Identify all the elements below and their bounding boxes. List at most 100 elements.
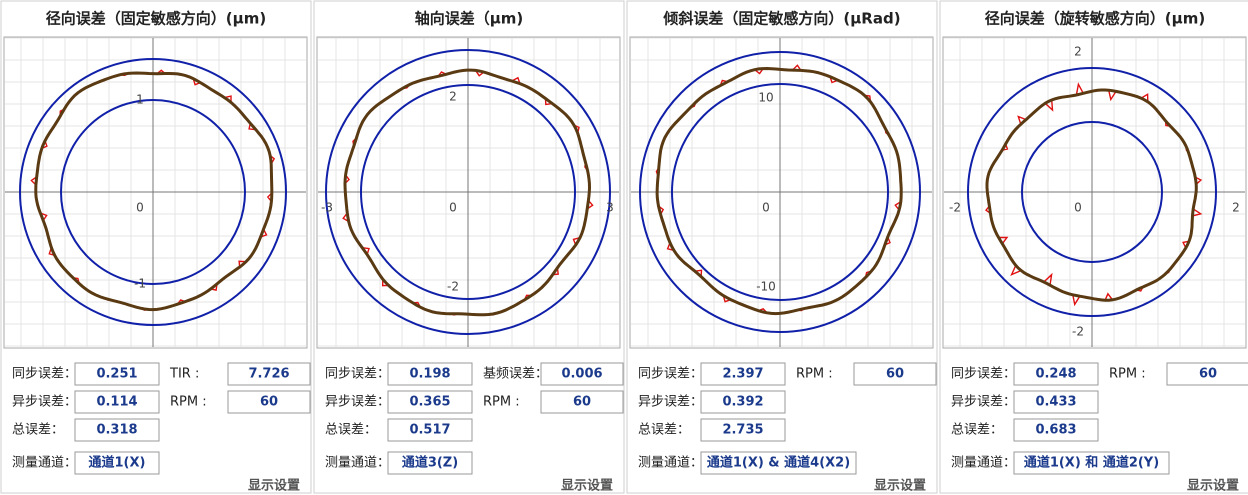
axis-label: 0 bbox=[1074, 201, 1082, 215]
field-value: 0.365 bbox=[409, 395, 450, 410]
outer-circle bbox=[325, 49, 611, 335]
field-label: 总误差： bbox=[325, 423, 377, 438]
mean-trace bbox=[343, 68, 592, 317]
settings-button[interactable]: 显示设置 bbox=[1187, 479, 1239, 494]
value-box bbox=[540, 362, 624, 386]
field-label: RPM : bbox=[483, 395, 520, 410]
panel-title: 径向误差（旋转敏感方向）(μm) bbox=[985, 10, 1205, 28]
axis-label: -1 bbox=[134, 277, 146, 291]
axis-label: 0 bbox=[136, 201, 144, 215]
panel-title: 径向误差（固定敏感方向）(μm) bbox=[46, 10, 266, 28]
field-value: 2.397 bbox=[722, 367, 763, 382]
inner-circle bbox=[671, 83, 889, 301]
outer-circle bbox=[19, 58, 287, 326]
settings-button[interactable]: 显示设置 bbox=[874, 479, 926, 494]
field-value: 0.683 bbox=[1035, 423, 1076, 438]
field-value: 0.392 bbox=[722, 395, 763, 410]
field-value: 0.114 bbox=[96, 395, 137, 410]
channel-value[interactable]: 通道1(X) & 通道4(X2) bbox=[707, 455, 850, 471]
field-label: 异步误差： bbox=[12, 395, 77, 410]
axis-label: -3 bbox=[321, 201, 333, 215]
axis-label: 0 bbox=[449, 201, 457, 215]
mean-trace bbox=[34, 71, 274, 312]
channel-box[interactable] bbox=[700, 451, 857, 475]
axis-label: -10 bbox=[756, 280, 776, 294]
axis-label: -2 bbox=[1072, 325, 1084, 339]
field-label: 异步误差： bbox=[638, 395, 703, 410]
field-label: 测量通道： bbox=[638, 456, 703, 471]
settings-button[interactable]: 显示设置 bbox=[248, 479, 300, 494]
value-box bbox=[540, 390, 624, 414]
value-box bbox=[74, 418, 160, 442]
field-value: 0.006 bbox=[561, 367, 602, 382]
field-label: 总误差： bbox=[12, 423, 64, 438]
value-box bbox=[387, 362, 473, 386]
value-box bbox=[227, 362, 311, 386]
field-label: RPM : bbox=[1109, 367, 1146, 382]
value-box bbox=[1013, 390, 1099, 414]
field-label: TIR : bbox=[169, 367, 199, 382]
field-value: 60 bbox=[1199, 367, 1217, 382]
field-label: 测量通道： bbox=[12, 456, 77, 471]
field-value: 60 bbox=[573, 395, 591, 410]
inner-circle bbox=[1021, 121, 1163, 263]
outer-circle bbox=[639, 51, 921, 333]
field-label: 同步误差： bbox=[12, 367, 77, 382]
channel-value[interactable]: 通道3(Z) bbox=[402, 455, 458, 471]
axis-label: 3 bbox=[606, 201, 614, 215]
field-label: 同步误差： bbox=[951, 367, 1016, 382]
field-label: RPM : bbox=[796, 367, 833, 382]
field-value: 0.251 bbox=[96, 367, 137, 382]
inner-circle bbox=[60, 99, 246, 285]
channel-value[interactable]: 通道1(X) 和 通道2(Y) bbox=[1024, 455, 1159, 471]
field-label: 测量通道： bbox=[951, 456, 1016, 471]
field-label: 同步误差： bbox=[325, 367, 390, 382]
axis-label: 1 bbox=[136, 93, 144, 107]
axis-label: -2 bbox=[447, 280, 459, 294]
field-value: 60 bbox=[260, 395, 278, 410]
field-value: 0.433 bbox=[1035, 395, 1076, 410]
mean-trace bbox=[985, 88, 1198, 302]
field-label: 异步误差： bbox=[951, 395, 1016, 410]
field-value: 2.735 bbox=[722, 423, 763, 438]
channel-box[interactable] bbox=[387, 451, 473, 475]
field-label: 测量通道： bbox=[325, 456, 390, 471]
mean-trace bbox=[655, 66, 903, 316]
inner-circle bbox=[360, 84, 576, 300]
field-value: 0.318 bbox=[96, 423, 137, 438]
axis-label: 2 bbox=[449, 90, 457, 104]
value-box bbox=[700, 418, 786, 442]
value-box bbox=[1013, 418, 1099, 442]
field-value: 0.517 bbox=[409, 423, 450, 438]
value-box bbox=[1013, 362, 1099, 386]
axis-label: -2 bbox=[949, 201, 961, 215]
value-box bbox=[700, 362, 786, 386]
field-label: 同步误差： bbox=[638, 367, 703, 382]
value-box bbox=[387, 390, 473, 414]
field-label: 总误差： bbox=[951, 423, 1003, 438]
field-value: 0.198 bbox=[409, 367, 450, 382]
channel-value[interactable]: 通道1(X) bbox=[89, 455, 146, 471]
axis-label: 0 bbox=[762, 201, 770, 215]
field-label: 基频误差： bbox=[483, 367, 548, 382]
field-value: 0.248 bbox=[1035, 367, 1076, 382]
outer-circle bbox=[967, 67, 1217, 317]
value-box bbox=[853, 362, 937, 386]
field-label: RPM : bbox=[170, 395, 207, 410]
field-label: 总误差： bbox=[638, 423, 690, 438]
field-label: 异步误差： bbox=[325, 395, 390, 410]
axis-label: 2 bbox=[1074, 45, 1082, 59]
value-box bbox=[227, 390, 311, 414]
settings-button[interactable]: 显示设置 bbox=[561, 479, 613, 494]
axis-label: 2 bbox=[1232, 201, 1240, 215]
channel-box[interactable] bbox=[74, 451, 160, 475]
value-box bbox=[1166, 362, 1248, 386]
panel-title: 倾斜误差（固定敏感方向）(μRad) bbox=[662, 10, 900, 28]
channel-box[interactable] bbox=[1013, 451, 1170, 475]
value-box bbox=[74, 390, 160, 414]
value-box bbox=[387, 418, 473, 442]
axis-label: 10 bbox=[758, 91, 773, 105]
value-box bbox=[74, 362, 160, 386]
value-box bbox=[700, 390, 786, 414]
